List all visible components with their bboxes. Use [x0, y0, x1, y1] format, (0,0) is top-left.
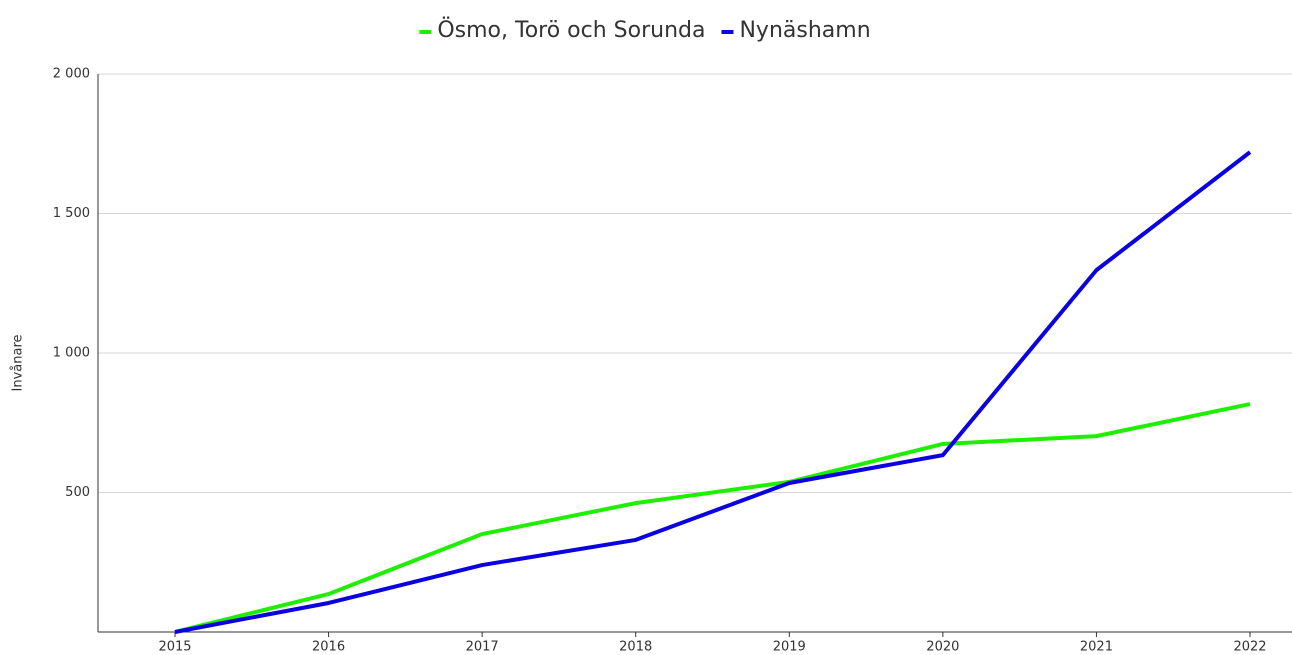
y-tick-label: 500 — [65, 485, 90, 500]
legend: Ösmo, Torö och Sorunda Nynäshamn — [419, 17, 871, 43]
y-tick-label: 1 500 — [53, 206, 90, 221]
x-tick-label: 2020 — [926, 640, 959, 655]
y-tick-label: 2 000 — [53, 67, 90, 82]
legend-label: Nynäshamn — [739, 18, 870, 43]
x-tick-label: 2019 — [773, 640, 806, 655]
series-line — [174, 402, 1251, 634]
y-axis-label: Invånare — [11, 335, 26, 392]
x-tick-label: 2022 — [1233, 640, 1266, 655]
series-line — [174, 150, 1252, 634]
x-tick-label: 2018 — [619, 640, 652, 655]
legend-label: Ösmo, Torö och Sorunda — [437, 17, 705, 43]
x-tick-label: 2017 — [466, 640, 499, 655]
x-tick-label: 2015 — [158, 640, 191, 655]
x-tick-label: 2016 — [312, 640, 345, 655]
x-tick-label: 2021 — [1080, 640, 1113, 655]
y-tick-label: 1 000 — [53, 346, 90, 361]
